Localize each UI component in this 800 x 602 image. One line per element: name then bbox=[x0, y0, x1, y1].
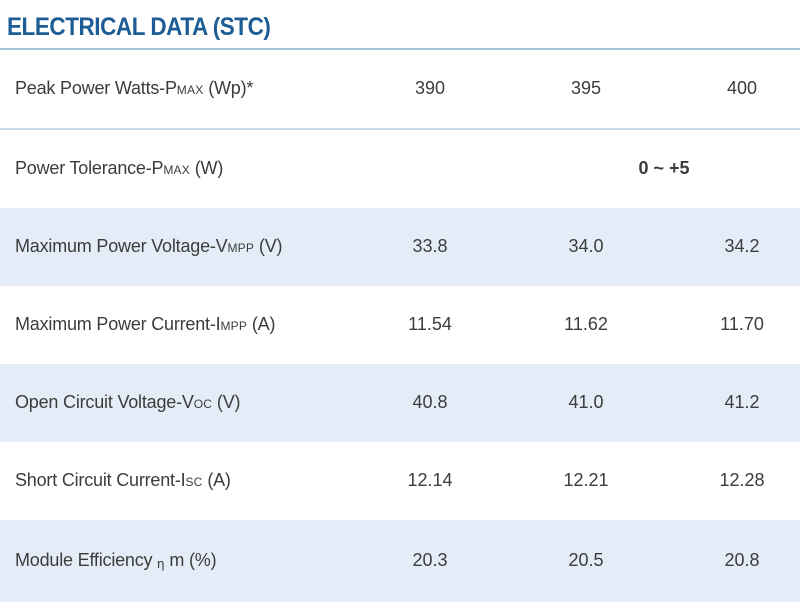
section-header: ELECTRICAL DATA (STC) bbox=[0, 0, 800, 50]
value-cell: 12.28 bbox=[719, 470, 765, 491]
row-label: Peak Power Watts-PMAX (Wp)* bbox=[0, 78, 352, 100]
value-cell: 395 bbox=[570, 78, 602, 99]
row-label-text: Short Circuit Current-I bbox=[15, 470, 186, 491]
row-label-subscript-eta: η bbox=[157, 556, 165, 572]
table-row-open-circuit-voltage: Open Circuit Voltage-VOC (V) 40.8 41.0 4… bbox=[0, 364, 800, 442]
row-label-suffix: (A) bbox=[202, 470, 231, 491]
row-label-suffix: (Wp)* bbox=[203, 78, 254, 99]
row-label: Maximum Power Current-IMPP (A) bbox=[0, 314, 352, 336]
table-row-module-efficiency: Module Efficiency η m (%) 20.3 20.5 20.8 bbox=[0, 520, 800, 602]
value-cell: 400 bbox=[726, 78, 758, 99]
row-label-text: Open Circuit Voltage-V bbox=[15, 392, 194, 413]
value-cell: 33.8 bbox=[412, 236, 448, 257]
row-label-subscript: MPP bbox=[227, 241, 255, 256]
value-cell: 34.0 bbox=[568, 236, 604, 257]
row-label-subscript: OC bbox=[193, 397, 213, 412]
value-cell: 20.3 bbox=[412, 550, 448, 571]
section-title: ELECTRICAL DATA (STC) bbox=[7, 13, 271, 41]
value-cell: 20.8 bbox=[724, 550, 760, 571]
row-label-text: Peak Power Watts-P bbox=[15, 78, 177, 99]
row-label-text: Maximum Power Current-I bbox=[15, 314, 221, 335]
row-label: Module Efficiency η m (%) bbox=[0, 550, 352, 572]
row-label-suffix: (A) bbox=[247, 314, 276, 335]
value-cell: 11.70 bbox=[720, 314, 764, 335]
row-label-suffix: (W) bbox=[189, 158, 224, 179]
table-row-peak-power: Peak Power Watts-PMAX (Wp)* 390 395 400 bbox=[0, 50, 800, 130]
row-label-text: Maximum Power Voltage-V bbox=[15, 236, 228, 257]
value-cell-spanning: 0 ~ +5 bbox=[638, 158, 690, 179]
row-label-subscript: MPP bbox=[220, 319, 248, 334]
row-label-suffix: m (%) bbox=[164, 550, 217, 571]
value-cell: 40.8 bbox=[412, 392, 448, 413]
row-label: Power Tolerance-PMAX (W) bbox=[0, 158, 352, 180]
row-label: Maximum Power Voltage-VMPP (V) bbox=[0, 236, 352, 258]
table-row-max-power-voltage: Maximum Power Voltage-VMPP (V) 33.8 34.0… bbox=[0, 208, 800, 286]
value-cell: 41.0 bbox=[568, 392, 604, 413]
row-label: Open Circuit Voltage-VOC (V) bbox=[0, 392, 352, 414]
value-cell: 11.54 bbox=[408, 314, 452, 335]
table-row-short-circuit-current: Short Circuit Current-ISC (A) 12.14 12.2… bbox=[0, 442, 800, 520]
table-row-power-tolerance: Power Tolerance-PMAX (W) 0 ~ +5 bbox=[0, 130, 800, 208]
electrical-data-table: Peak Power Watts-PMAX (Wp)* 390 395 400 … bbox=[0, 50, 800, 602]
table-row-max-power-current: Maximum Power Current-IMPP (A) 11.54 11.… bbox=[0, 286, 800, 364]
value-cell: 12.14 bbox=[407, 470, 453, 491]
value-cell: 11.62 bbox=[564, 314, 608, 335]
row-label-subscript: SC bbox=[185, 475, 203, 490]
row-label-suffix: (V) bbox=[212, 392, 241, 413]
value-cell: 12.21 bbox=[563, 470, 609, 491]
value-cell: 20.5 bbox=[568, 550, 604, 571]
value-cell: 34.2 bbox=[724, 236, 760, 257]
row-label: Short Circuit Current-ISC (A) bbox=[0, 470, 352, 492]
row-label-text: Power Tolerance-P bbox=[15, 158, 164, 179]
row-label-subscript: MAX bbox=[163, 163, 190, 178]
value-cell: 390 bbox=[414, 78, 446, 99]
value-cell: 41.2 bbox=[724, 392, 760, 413]
row-label-subscript: MAX bbox=[176, 83, 204, 98]
row-label-text: Module Efficiency bbox=[15, 550, 158, 571]
row-label-suffix: (V) bbox=[254, 236, 283, 257]
